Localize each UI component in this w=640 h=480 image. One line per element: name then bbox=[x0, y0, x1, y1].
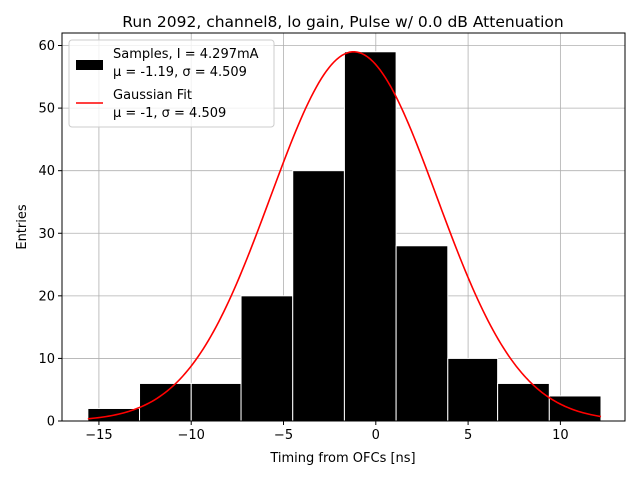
y-tick-label: 40 bbox=[38, 164, 55, 179]
x-axis-label: Timing from OFCs [ns] bbox=[269, 451, 415, 466]
histogram-bar bbox=[292, 170, 345, 422]
y-tick-label: 10 bbox=[38, 352, 55, 367]
y-axis-ticks: 0 10 20 30 40 50 60 bbox=[38, 39, 62, 430]
legend: Samples, I = 4.297mA μ = -1.19, σ = 4.50… bbox=[68, 39, 275, 128]
x-tick-label: 10 bbox=[552, 428, 569, 443]
histogram-bar bbox=[447, 357, 499, 422]
legend-samples-stats: μ = -1.19, σ = 4.509 bbox=[113, 65, 247, 80]
histogram-bar bbox=[190, 382, 242, 422]
histogram-bar bbox=[240, 295, 294, 422]
histogram-bars bbox=[87, 51, 602, 422]
y-tick-label: 20 bbox=[38, 289, 55, 304]
plot-frame bbox=[61, 32, 626, 422]
histogram-bar bbox=[395, 245, 449, 422]
histogram-bar bbox=[343, 51, 397, 422]
x-tick-label: 0 bbox=[372, 428, 380, 443]
x-axis-ticks: −15 −10 −5 0 5 10 bbox=[85, 421, 569, 443]
y-axis-label: Entries bbox=[15, 204, 30, 250]
y-tick-label: 30 bbox=[38, 227, 55, 242]
x-tick-label: −5 bbox=[274, 428, 293, 443]
y-tick-label: 60 bbox=[38, 39, 55, 54]
histogram-bar bbox=[497, 382, 550, 422]
legend-fit-stats: μ = -1, σ = 4.509 bbox=[113, 106, 226, 121]
legend-samples-label: Samples, I = 4.297mA bbox=[113, 47, 259, 62]
histogram-bar bbox=[139, 382, 192, 422]
x-tick-label: 5 bbox=[464, 428, 472, 443]
x-tick-label: −10 bbox=[177, 428, 204, 443]
legend-samples-swatch bbox=[76, 60, 103, 70]
chart-title: Run 2092, channel8, lo gain, Pulse w/ 0.… bbox=[122, 13, 563, 31]
y-tick-label: 50 bbox=[38, 102, 55, 117]
gaussian-fit-layer bbox=[87, 50, 602, 420]
x-tick-label: −15 bbox=[85, 428, 112, 443]
y-tick-label: 0 bbox=[47, 415, 55, 430]
histogram-bar bbox=[548, 395, 602, 422]
legend-fit-label: Gaussian Fit bbox=[113, 88, 192, 103]
gaussian-fit-curve bbox=[87, 50, 602, 420]
legend-box bbox=[68, 39, 275, 128]
